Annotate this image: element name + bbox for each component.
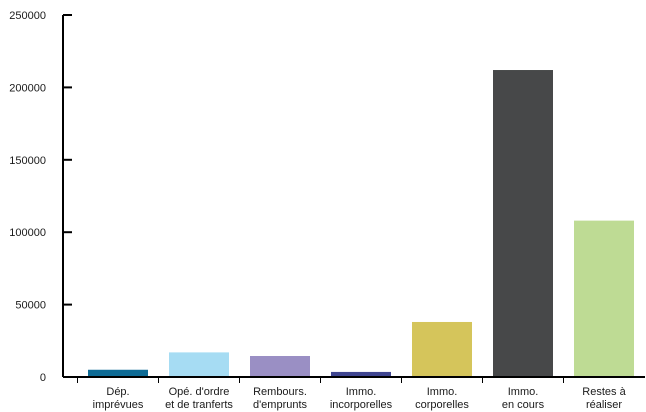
bar	[493, 70, 553, 377]
x-axis-labels: Dép. imprévues Opé. d'ordre et de tranferts…	[78, 377, 627, 411]
bar	[574, 221, 634, 377]
y-tick-label: 0	[40, 372, 46, 384]
x-tick-label: Immo. en cours	[502, 386, 545, 411]
x-tick-label: Opé. d'ordre et de tranferts	[165, 386, 233, 411]
bars	[88, 70, 634, 377]
y-tick-label: 200000	[9, 82, 46, 94]
bar	[169, 352, 229, 377]
y-tick-label: 100000	[9, 227, 46, 239]
y-tick-label: 250000	[9, 10, 46, 22]
x-tick-label: Immo. corporelles	[415, 386, 469, 411]
bar	[412, 322, 472, 377]
bar	[88, 370, 148, 377]
x-tick-label: Restes à réaliser	[582, 386, 626, 411]
bar	[250, 356, 310, 377]
x-tick-label: Dép. imprévues	[93, 386, 144, 411]
y-tick-label: 50000	[15, 300, 46, 312]
x-tick-label: Rembours. d'emprunts	[253, 386, 308, 411]
y-tick-label: 150000	[9, 155, 46, 167]
x-tick-label: Immo. incorporelles	[330, 386, 393, 411]
